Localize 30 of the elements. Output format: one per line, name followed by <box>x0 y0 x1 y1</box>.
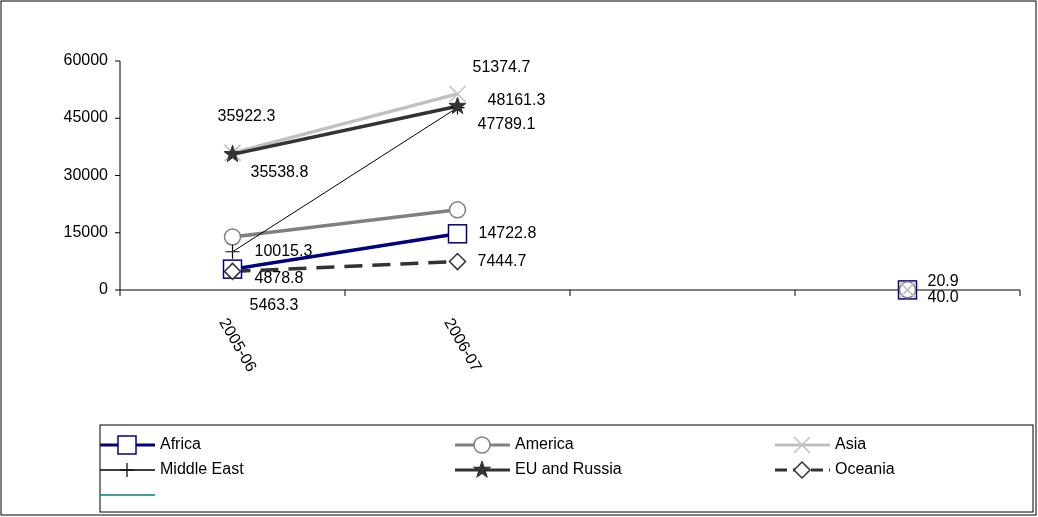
point <box>223 228 242 246</box>
point <box>447 224 468 244</box>
data-label: 4878.8 <box>254 268 304 286</box>
legend-label: Oceania <box>835 460 895 478</box>
point <box>224 244 241 260</box>
legend-label: Middle East <box>160 460 245 478</box>
legend-label: EU and Russia <box>515 460 622 478</box>
data-label: 47789.1 <box>477 114 536 132</box>
data-label: 7444.7 <box>477 251 527 269</box>
point <box>448 85 467 103</box>
point <box>448 96 467 114</box>
legend-label: Asia <box>835 435 867 453</box>
point <box>448 201 467 219</box>
data-label: 51374.7 <box>472 58 531 76</box>
data-label: 10015.3 <box>254 241 313 260</box>
data-label: 14722.8 <box>478 224 537 242</box>
data-label: 35538.8 <box>250 162 309 180</box>
legend-label: America <box>515 435 574 453</box>
data-label: 48161.3 <box>487 91 546 109</box>
legend-label: Africa <box>160 435 201 453</box>
y-tick-label: 0 <box>99 280 109 298</box>
y-tick-label: 45000 <box>63 108 109 126</box>
data-label: 40.0 <box>927 288 959 306</box>
y-tick-label: 60000 <box>63 51 109 69</box>
data-label: 5463.3 <box>249 296 299 314</box>
data-label: 35922.3 <box>217 107 276 125</box>
point <box>448 252 467 271</box>
y-tick-label: 15000 <box>63 222 109 240</box>
y-tick-label: 30000 <box>63 165 109 183</box>
data-label: 20.9 <box>927 272 959 290</box>
